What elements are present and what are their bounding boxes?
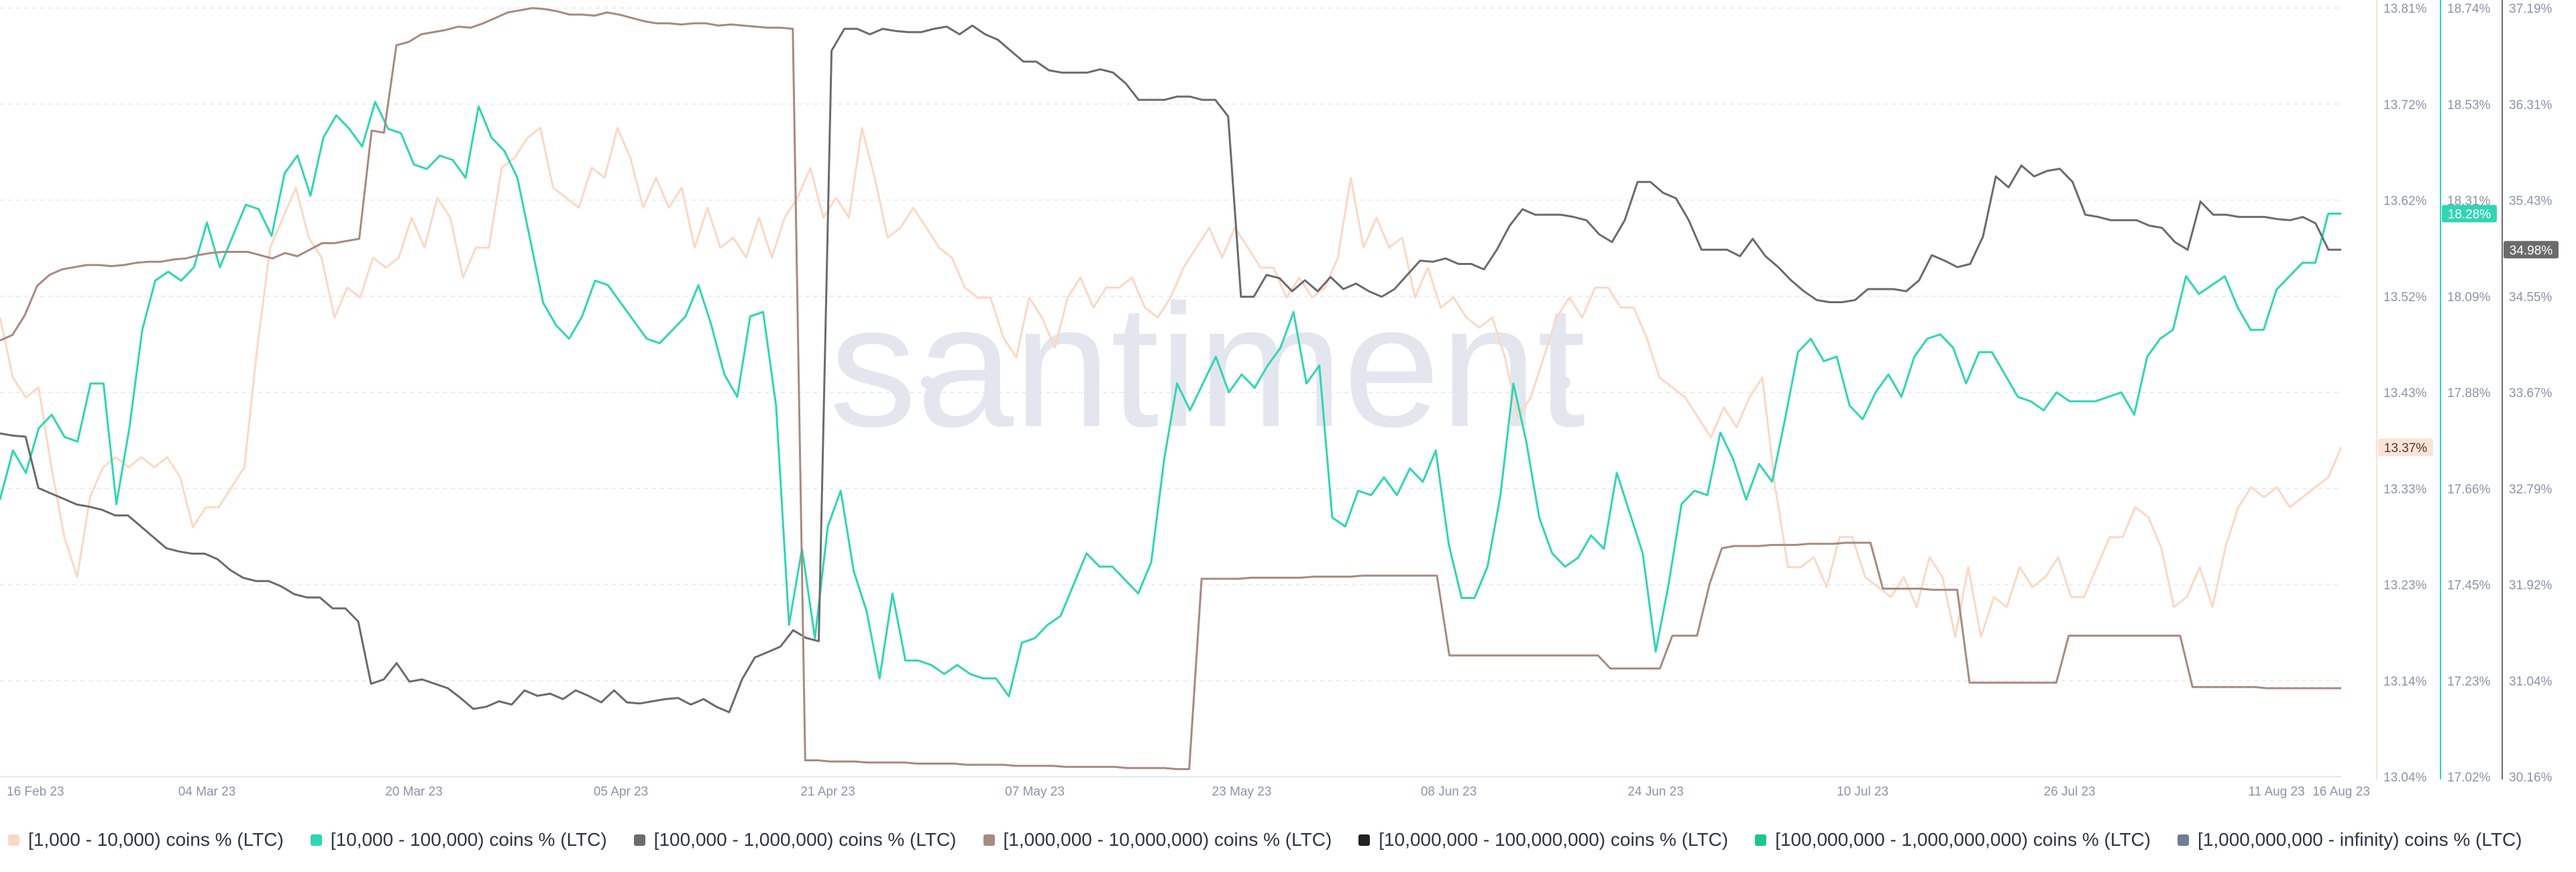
x-tick-label: 16 Aug 23 (2312, 785, 2370, 799)
y-tick-label: 13.81% (2383, 2, 2427, 16)
series-line (0, 7, 2341, 771)
x-tick-label: 11 Aug 23 (2248, 785, 2304, 799)
legend-swatch (633, 834, 645, 846)
legend-swatch (1358, 834, 1371, 846)
y-tick-label: 17.88% (2447, 386, 2491, 400)
chart-legend: [1,000 - 10,000) coins % (LTC) [10,000 - … (8, 826, 2549, 853)
line-chart: santiment 13.81% 13.72% 13.62% 13.52% 13.43%… (0, 0, 2559, 799)
x-tick-label: 08 Jun 23 (1421, 785, 1477, 799)
x-tick-label: 24 Jun 23 (1627, 785, 1683, 799)
legend-item[interactable]: [10,000,000 - 100,000,000) coins % (LTC) (1358, 829, 1728, 851)
legend-item[interactable]: [1,000,000,000 - infinity) coins % (LTC) (2178, 829, 2522, 851)
legend-swatch (310, 834, 322, 846)
x-tick-label: 04 Mar 23 (178, 785, 236, 799)
y-tick-label: 17.02% (2447, 771, 2491, 785)
y-tick-label: 17.23% (2447, 675, 2491, 689)
y-tick-label: 13.33% (2383, 482, 2427, 496)
legend-item[interactable]: [1,000 - 10,000) coins % (LTC) (8, 829, 284, 851)
x-tick-label: 23 May 23 (1212, 785, 1272, 799)
legend-item[interactable]: [100,000 - 1,000,000) coins % (LTC) (633, 829, 957, 851)
value-badge-label: 13.37% (2384, 441, 2428, 455)
series-layer (0, 7, 2343, 771)
y-tick-label: 34.55% (2509, 290, 2553, 305)
y-tick-label: 13.04% (2383, 771, 2427, 785)
y-tick-label: 36.31% (2509, 98, 2553, 112)
y-tick-label: 13.72% (2383, 98, 2427, 112)
y-tick-label: 33.67% (2509, 386, 2553, 400)
x-tick-label: 20 Mar 23 (385, 785, 443, 799)
y-tick-label: 37.19% (2509, 2, 2553, 16)
value-badge-label: 34.98% (2510, 243, 2553, 258)
y-tick-label: 13.62% (2383, 195, 2427, 209)
y-tick-label: 31.92% (2509, 579, 2553, 593)
watermark-dot-right (1558, 376, 1570, 388)
y-tick-label: 13.23% (2383, 579, 2427, 593)
legend-item[interactable]: [10,000 - 100,000) coins % (LTC) (310, 829, 607, 851)
x-tick-label: 10 Jul 23 (1837, 785, 1888, 799)
santiment-watermark: santiment (829, 269, 1586, 464)
x-axis: 16 Feb 23 04 Mar 23 20 Mar 23 05 Apr 23 21 A… (7, 785, 2370, 799)
value-badge (2378, 438, 2433, 456)
legend-swatch (2178, 834, 2190, 846)
value-badges: 13.37% 18.28% 34.98% (2378, 205, 2559, 456)
y-axes: 13.81% 13.72% 13.62% 13.52% 13.43% 13.33% 13.2… (2376, 0, 2553, 785)
y-tick-label: 18.31% (2447, 195, 2491, 209)
value-badge-label: 18.28% (2448, 207, 2491, 221)
legend-label: [1,000,000,000 - infinity) coins % (LTC) (2198, 829, 2522, 850)
legend-swatch (983, 834, 995, 846)
y-tick-label: 31.04% (2509, 675, 2553, 689)
series-line (0, 127, 2343, 639)
series-line (0, 101, 2341, 698)
legend-label: [100,000,000 - 1,000,000,000) coins % (L… (1775, 829, 2151, 850)
value-badge (2504, 241, 2559, 259)
legend-item[interactable]: [100,000,000 - 1,000,000,000) coins % (L… (1755, 829, 2151, 851)
legend-label: [100,000 - 1,000,000) coins % (LTC) (653, 829, 957, 850)
y-tick-label: 35.43% (2509, 195, 2553, 209)
x-tick-label: 05 Apr 23 (594, 785, 648, 799)
y-tick-label: 13.52% (2383, 290, 2427, 305)
value-badge (2442, 205, 2497, 223)
legend-label: [1,000,000 - 10,000,000) coins % (LTC) (1003, 829, 1332, 850)
y-tick-label: 18.53% (2447, 98, 2491, 112)
gridlines (0, 7, 2341, 777)
legend-label: [1,000 - 10,000) coins % (LTC) (28, 829, 284, 850)
y-tick-label: 17.45% (2447, 579, 2491, 593)
y-tick-label: 18.09% (2447, 290, 2491, 305)
y-tick-label: 30.16% (2509, 771, 2553, 785)
watermark-dot-left (921, 376, 933, 388)
series-line (0, 24, 2341, 714)
y-tick-label: 17.66% (2447, 482, 2491, 496)
legend-label: [10,000 - 100,000) coins % (LTC) (330, 829, 607, 850)
legend-swatch (1755, 834, 1767, 846)
x-tick-label: 21 Apr 23 (800, 785, 855, 799)
x-tick-label: 26 Jul 23 (2044, 785, 2096, 799)
legend-swatch (8, 834, 19, 846)
y-tick-label: 18.74% (2447, 2, 2491, 16)
y-tick-label: 13.43% (2383, 386, 2427, 400)
x-tick-label: 16 Feb 23 (7, 785, 64, 799)
legend-label: [10,000,000 - 100,000,000) coins % (LTC) (1379, 829, 1729, 850)
legend-item[interactable]: [1,000,000 - 10,000,000) coins % (LTC) (983, 829, 1332, 851)
x-tick-label: 07 May 23 (1005, 785, 1065, 799)
y-tick-label: 32.79% (2509, 482, 2553, 496)
y-tick-label: 13.14% (2383, 675, 2427, 689)
